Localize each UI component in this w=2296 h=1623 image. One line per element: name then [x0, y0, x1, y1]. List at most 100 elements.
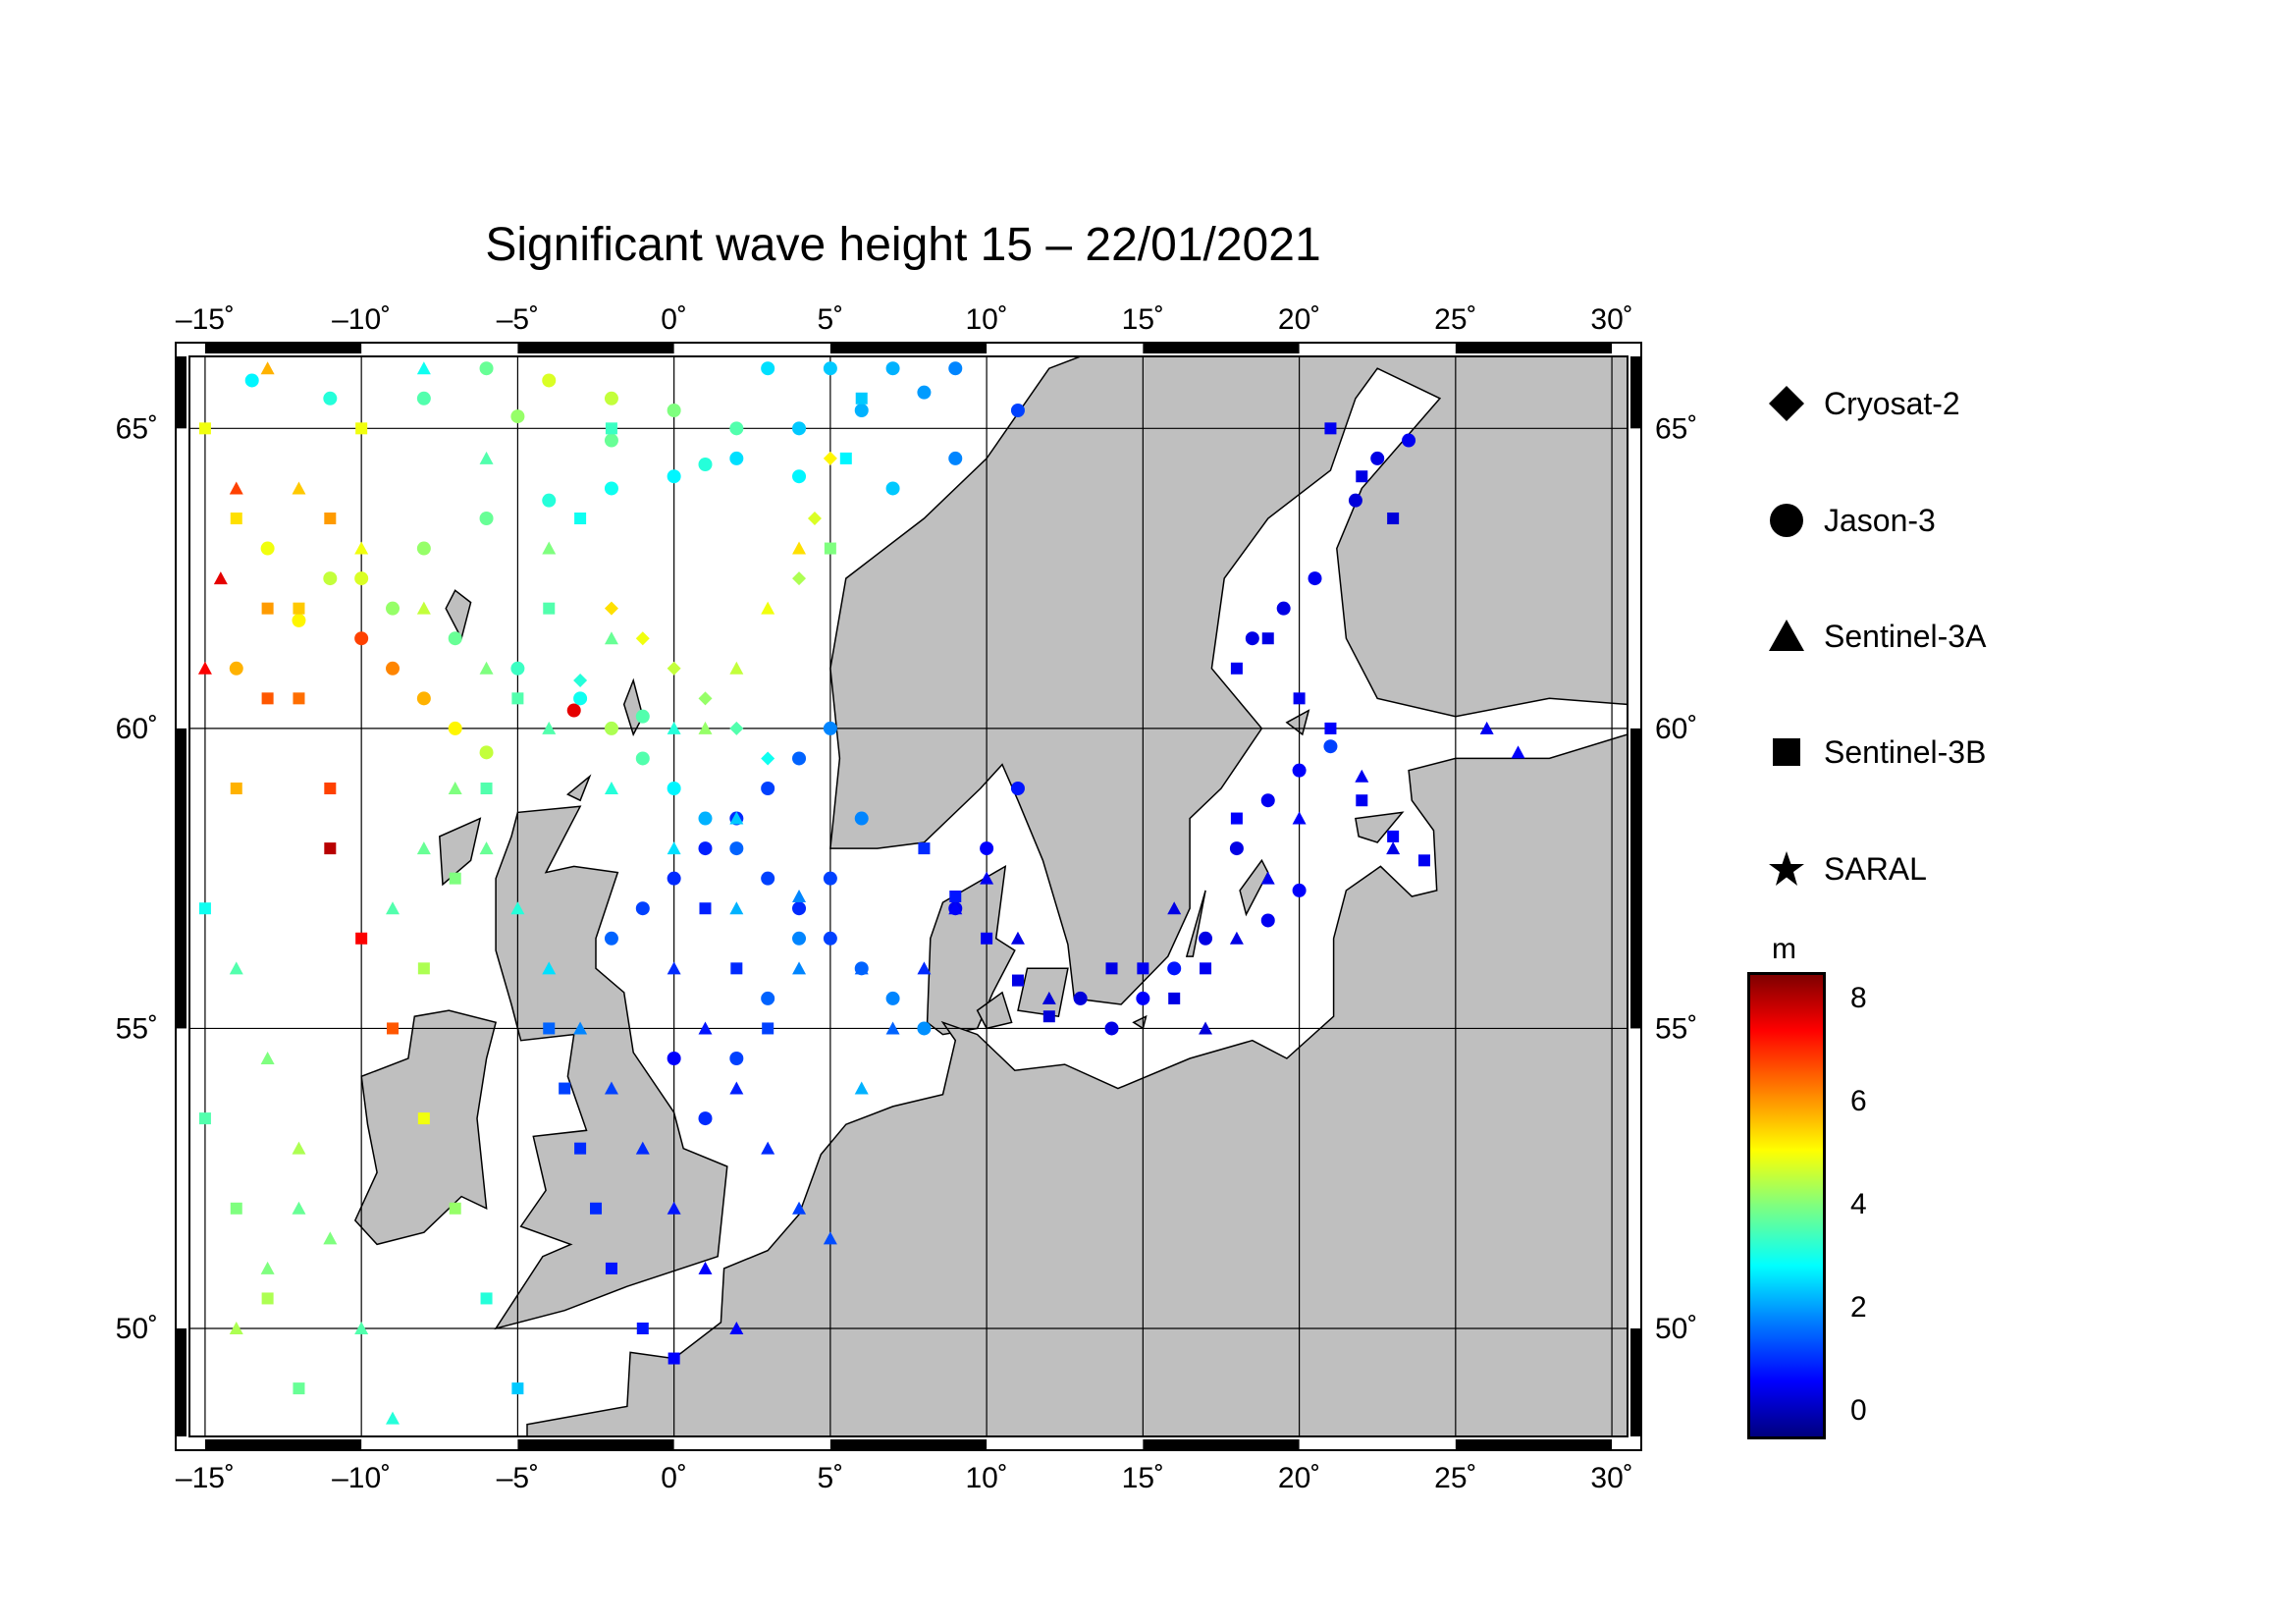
sentinel-3b-marker — [449, 1202, 461, 1215]
jason-3-marker — [698, 1111, 713, 1126]
sentinel-3b-marker — [543, 602, 556, 615]
frame-band — [204, 1439, 362, 1449]
colorbar-tick: 0 — [1850, 1394, 1867, 1427]
cryosat-2-marker — [604, 601, 618, 616]
circle-icon — [1770, 504, 1803, 537]
jason-3-marker — [604, 433, 618, 448]
sentinel-3b-marker — [198, 902, 211, 915]
track-jason-3 — [229, 361, 1416, 1126]
sentinel-3a-marker — [386, 901, 400, 915]
jason-3-marker — [260, 541, 275, 556]
sentinel-3a-marker — [698, 1261, 713, 1274]
sentinel-3b-marker — [1137, 962, 1149, 975]
jason-3-marker — [354, 631, 369, 646]
star-icon — [1769, 851, 1804, 886]
longitude-label: 0˚ — [661, 303, 687, 336]
sentinel-3b-marker — [198, 422, 211, 435]
sentinel-3a-marker — [729, 1322, 744, 1334]
latitude-label: 65˚ — [116, 412, 158, 445]
wave-height-map: –15˚ –15˚ –10˚ –10˚ –5˚ –5˚ 0˚ 0˚ 5˚ 5˚ 10˚ 10˚ 15˚ 1… — [116, 303, 1698, 1494]
track-sentinel-3b — [198, 392, 1430, 1395]
jason-3-marker — [823, 931, 837, 946]
sentinel-3b-marker — [230, 1202, 242, 1215]
sentinel-3b-marker — [762, 1022, 774, 1035]
sentinel-3a-marker — [229, 1322, 243, 1334]
sentinel-3b-marker — [417, 962, 430, 975]
sentinel-3a-marker — [416, 601, 431, 615]
sentinel-3a-marker — [885, 1021, 900, 1035]
sentinel-3a-marker — [729, 1081, 744, 1095]
sentinel-3a-marker — [667, 841, 681, 855]
sentinel-3a-marker — [792, 1201, 807, 1215]
sentinel-3b-marker — [605, 1262, 617, 1274]
jason-3-marker — [244, 373, 259, 388]
sentinel-3a-marker — [354, 1322, 369, 1334]
sentinel-3b-marker — [839, 452, 852, 464]
sentinel-3b-marker — [261, 1292, 274, 1305]
sentinel-3a-marker — [667, 721, 681, 734]
jason-3-marker — [698, 811, 713, 826]
longitude-labels: –15˚ –15˚ –10˚ –10˚ –5˚ –5˚ 0˚ 0˚ 5˚ 5˚ 10˚ 10˚ 15˚ 1… — [176, 303, 1633, 1494]
jason-3-marker — [917, 1021, 932, 1036]
jason-3-marker — [1245, 631, 1259, 646]
frame-band — [177, 1328, 187, 1436]
legend-saral: SARAL — [1767, 839, 1927, 898]
jason-3-marker — [667, 782, 681, 795]
jason-3-marker — [823, 871, 837, 886]
sentinel-3a-marker — [792, 961, 807, 975]
sentinel-3b-marker — [1168, 992, 1181, 1004]
sentinel-3a-marker — [1511, 745, 1525, 759]
jason-3-marker — [635, 709, 650, 724]
jason-3-marker — [854, 404, 869, 417]
sentinel-3b-marker — [1011, 974, 1024, 987]
jason-3-marker — [386, 601, 400, 616]
sentinel-3b-marker — [480, 1292, 493, 1305]
jason-3-marker — [604, 391, 618, 406]
longitude-label: 5˚ — [818, 1462, 844, 1494]
jason-3-marker — [604, 931, 618, 946]
jason-3-marker — [1402, 433, 1416, 448]
jason-3-marker — [510, 409, 525, 424]
sentinel-3a-marker — [1260, 871, 1275, 885]
sentinel-3a-marker — [479, 661, 494, 675]
jason-3-marker — [604, 481, 618, 496]
jason-3-marker — [479, 361, 494, 376]
sentinel-3a-marker — [635, 1141, 650, 1155]
jason-3-marker — [292, 613, 306, 627]
sentinel-3a-marker — [542, 541, 557, 555]
jason-3-marker — [635, 901, 650, 916]
sentinel-3a-marker — [1229, 931, 1244, 945]
outer-border — [175, 342, 1642, 1451]
jason-3-marker — [1010, 404, 1025, 417]
jason-3-marker — [792, 751, 807, 766]
jason-3-marker — [448, 631, 462, 646]
jason-3-marker — [448, 721, 462, 735]
frame-band — [1630, 1328, 1640, 1436]
sentinel-3a-marker — [292, 1141, 306, 1155]
diamond-icon — [1769, 386, 1804, 421]
sentinel-3a-marker — [448, 782, 462, 794]
sentinel-3a-marker — [416, 841, 431, 855]
jason-3-marker — [885, 481, 900, 496]
jason-3-marker — [729, 421, 744, 436]
longitude-label: 30˚ — [1590, 1462, 1632, 1494]
cryosat-2-marker — [635, 631, 650, 646]
latitude-label: 50˚ — [116, 1313, 158, 1345]
sentinel-3a-marker — [729, 661, 744, 675]
sentinel-3b-marker — [1230, 812, 1243, 825]
jason-3-marker — [1199, 931, 1213, 946]
land-lewis — [439, 817, 482, 887]
jason-3-marker — [948, 361, 963, 376]
cryosat-2-marker — [807, 512, 822, 525]
jason-3-marker — [885, 361, 900, 376]
jason-3-marker — [667, 404, 681, 417]
sentinel-3a-marker — [1386, 841, 1401, 855]
latitude-label: 65˚ — [1655, 412, 1697, 445]
jason-3-marker — [1276, 601, 1291, 616]
jason-3-marker — [1370, 451, 1385, 465]
sentinel-3a-marker — [792, 890, 807, 902]
cryosat-2-marker — [729, 721, 744, 735]
legend-sentinel-3a: Sentinel-3A — [1767, 607, 1986, 666]
legend-sentinel-3b: Sentinel-3B — [1767, 723, 1986, 782]
sentinel-3a-marker — [479, 451, 494, 464]
